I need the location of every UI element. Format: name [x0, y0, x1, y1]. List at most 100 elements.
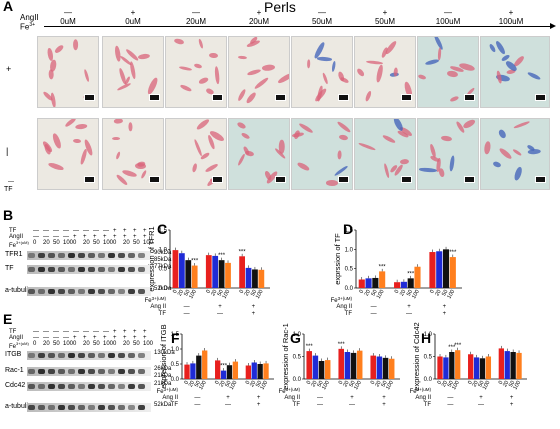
- bar: [257, 364, 263, 379]
- bar: [324, 360, 331, 379]
- angii-sign: +: [479, 395, 483, 401]
- angii-sign: —: [447, 395, 453, 401]
- fe-unit: 3+(uM): [338, 296, 353, 301]
- fe-unit: 3+(uM): [16, 240, 29, 245]
- kda-label: 21kDa: [154, 381, 172, 387]
- bar: [218, 260, 225, 288]
- blot-band: [138, 267, 145, 272]
- x-tick-label: 100: [222, 289, 232, 300]
- blot-band: [118, 267, 125, 272]
- micrograph-tile: [37, 118, 99, 190]
- blot-lane-label: —: [33, 329, 39, 335]
- micrograph-tile: [291, 118, 353, 190]
- fe-unit: 3+(uM): [417, 387, 432, 392]
- blot-band: [118, 253, 125, 258]
- bar: [196, 355, 202, 379]
- blot-band: [68, 289, 75, 294]
- tf-sign: —: [217, 311, 223, 317]
- bar: [429, 252, 436, 288]
- blot-band: [48, 384, 55, 389]
- blot-lane-label: —: [93, 329, 99, 335]
- y-tick-label: 0.5: [293, 355, 302, 361]
- blot-band: [88, 405, 95, 410]
- significance-label: ***: [379, 264, 387, 270]
- significance-label: ***: [191, 259, 199, 265]
- bar: [370, 355, 376, 379]
- blot-band-name: Cdc42: [5, 382, 26, 389]
- blot-lane-label: +: [143, 329, 147, 335]
- blot-lane-label: —: [63, 329, 69, 335]
- blot-lane-label: +: [93, 335, 97, 341]
- blot-lane-label: 20: [83, 341, 90, 347]
- blot-lane-label: 20: [123, 240, 130, 246]
- x-tick-label: 50: [508, 380, 516, 388]
- x-tick-label: 50: [441, 289, 449, 297]
- tf-sign: —: [317, 402, 323, 408]
- bar: [356, 350, 363, 379]
- blot-lane-label: —: [63, 228, 69, 234]
- blot-row-label: TF: [9, 228, 17, 234]
- blot-lane-label: 50: [133, 341, 140, 347]
- scale-bar: [535, 176, 546, 183]
- tf-sign: —: [225, 402, 231, 408]
- blot-band: [28, 405, 35, 410]
- fe-unit: 3+(uM): [164, 387, 179, 392]
- blot-lane-label: +: [83, 335, 87, 341]
- blot-lane-label: +: [123, 335, 127, 341]
- blot-lane-label: +: [103, 234, 107, 240]
- blot-lane-label: +: [93, 234, 97, 240]
- blot-row-label: AngII: [9, 234, 24, 240]
- blot-lane-label: +: [133, 335, 137, 341]
- fe-label: Fe: [157, 389, 165, 395]
- fe-axis-label: Fe3+(uM): [157, 387, 179, 395]
- tf-sign: —: [478, 402, 484, 408]
- significance-label: ***: [407, 271, 415, 277]
- x-tick-label: 100: [385, 380, 395, 391]
- x-tick-label: 100: [512, 380, 522, 391]
- blot-lane-label: 0: [33, 341, 37, 347]
- x-tick-label: 0: [245, 380, 252, 386]
- header-fe-conc: 100uM: [498, 17, 524, 26]
- blot-lane-label: —: [73, 228, 79, 234]
- perls-title: Perls: [264, 0, 296, 15]
- fe-axis-label: Fe3+(uM): [279, 387, 301, 395]
- blot-lane-label: —: [43, 335, 49, 341]
- fe-label: Fe: [279, 389, 287, 395]
- blot-band: [128, 405, 135, 410]
- blot-band: [68, 253, 75, 258]
- blot-lane-label: +: [113, 329, 117, 335]
- blot-band: [138, 384, 145, 389]
- kda-label: 85kDa: [154, 257, 172, 263]
- blot-lane-label: —: [53, 329, 59, 335]
- kda-label: 77kDa: [154, 264, 172, 270]
- blot-lane-label: 100: [103, 240, 114, 246]
- tf-sign: +: [510, 402, 514, 408]
- blot-band: [128, 267, 135, 272]
- panel-letter: F: [171, 330, 180, 346]
- bar: [365, 278, 372, 288]
- dash-label: —: [8, 179, 14, 185]
- scale-bar: [338, 94, 349, 101]
- blot-lane-label: +: [133, 329, 137, 335]
- blot-band: [98, 369, 105, 374]
- blot-band: [28, 289, 35, 294]
- micrograph-tile: [228, 36, 290, 108]
- x-tick-label: 50: [349, 380, 357, 388]
- x-tick-label: 50: [183, 289, 191, 297]
- bar: [225, 262, 231, 288]
- blot-band: [38, 369, 45, 374]
- blot-band: [128, 384, 135, 389]
- x-tick-label: 0: [498, 380, 505, 386]
- significance-label: ***: [454, 343, 462, 349]
- header-fe-conc: 100uM: [435, 17, 461, 26]
- angii-axis-label: Ang II: [150, 304, 166, 310]
- blot-band: [138, 353, 145, 358]
- y-tick-label: 0.5: [159, 267, 168, 273]
- blot-band: [28, 353, 35, 358]
- y-tick-label: 1.0: [293, 332, 302, 338]
- panel-letter: G: [290, 330, 301, 346]
- blot-band: [58, 267, 65, 272]
- bar: [468, 354, 474, 379]
- header-fe-conc: 50uM: [374, 17, 395, 26]
- x-tick-label: 50: [217, 289, 225, 297]
